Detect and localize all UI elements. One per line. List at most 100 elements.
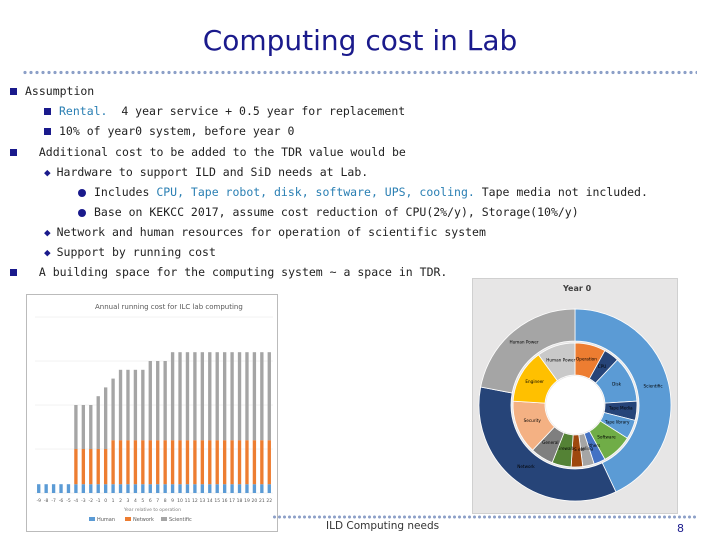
bullet-text: Assumption	[25, 84, 95, 98]
bullet-highlight: Rental.	[59, 104, 108, 118]
bar-segment-network	[148, 440, 152, 485]
bar-segment-human	[96, 484, 100, 493]
bullet-text: Base on KEKCC 2017, assume cost reductio…	[94, 205, 579, 219]
x-tick-label: 15	[214, 498, 220, 504]
bar-segment-scientific	[178, 352, 182, 441]
inner-ring-label: Software	[597, 435, 616, 440]
x-tick-label: 21	[259, 498, 265, 504]
bar-segment-human	[260, 484, 264, 493]
inner-ring-label: Tape Media	[608, 405, 633, 410]
bar-segment-network	[141, 440, 145, 485]
diamond-bullet-icon: ◆	[44, 226, 51, 239]
bullet-kekcc: Base on KEKCC 2017, assume cost reductio…	[78, 203, 579, 221]
legend-swatch	[161, 517, 167, 521]
bar-segment-network	[89, 449, 93, 485]
bar-segment-scientific	[230, 352, 234, 441]
bar-segment-scientific	[222, 352, 227, 441]
footer-divider	[272, 515, 697, 519]
bar-segment-scientific	[208, 352, 212, 441]
bar-segment-network	[126, 440, 130, 485]
bar-segment-human	[208, 484, 212, 493]
bar-chart-figure: Annual running cost for ILC lab computin…	[26, 294, 278, 532]
bullet-includes: Includes CPU, Tape robot, disk, software…	[78, 183, 648, 201]
inner-ring-label: General	[542, 440, 559, 445]
inner-ring-slice	[537, 342, 576, 382]
bar-segment-human	[141, 484, 145, 493]
bar-segment-scientific	[118, 369, 123, 441]
x-tick-label: -3	[81, 498, 86, 504]
x-tick-label: 19	[244, 498, 250, 504]
bullet-hardware: ◆ Hardware to support ILD and SiD needs a…	[44, 163, 368, 182]
bar-segment-scientific	[148, 361, 152, 441]
x-tick-label: 5	[141, 498, 144, 504]
title-divider	[22, 70, 697, 75]
x-tick-label: 18	[237, 498, 243, 504]
outer-ring-slice	[574, 308, 672, 493]
circle-bullet-icon	[78, 188, 86, 197]
bar-segment-scientific	[200, 352, 205, 441]
bar-segment-network	[252, 440, 257, 485]
bar-segment-network	[215, 440, 219, 485]
bar-segment-network	[103, 449, 108, 485]
x-tick-label: -5	[66, 498, 71, 504]
bar-segment-network	[133, 440, 138, 485]
x-tick-label: 10	[177, 498, 183, 504]
x-tick-label: -6	[59, 498, 64, 504]
inner-ring-label: Firewall	[557, 446, 573, 451]
square-bullet-icon	[44, 108, 51, 115]
x-tick-label: 22	[266, 498, 272, 504]
x-tick-label: 4	[134, 498, 137, 504]
bar-segment-scientific	[81, 405, 86, 449]
bar-segment-network	[200, 440, 205, 485]
bar-segment-human	[156, 484, 160, 493]
diamond-bullet-icon: ◆	[44, 246, 51, 259]
bar-segment-human	[163, 484, 167, 493]
inner-ring-label: Operation	[576, 356, 597, 361]
bullet-text: Tape media not included.	[474, 185, 648, 199]
bar-segment-network	[111, 440, 115, 485]
bar-chart-title: Annual running cost for ILC lab computin…	[95, 303, 243, 311]
bar-segment-network	[170, 440, 175, 485]
bar-segment-human	[103, 484, 108, 493]
bar-segment-human	[230, 484, 234, 493]
outer-ring-slice	[480, 308, 576, 394]
bar-segment-network	[230, 440, 234, 485]
legend-label: Network	[133, 517, 154, 523]
bar-segment-human	[178, 484, 182, 493]
bar-segment-scientific	[215, 352, 219, 441]
bar-segment-scientific	[96, 396, 100, 449]
bullet-text: A building space for the computing syste…	[38, 265, 448, 279]
bullet-text: Support by running cost	[56, 245, 216, 259]
bar-segment-scientific	[126, 369, 130, 441]
bullet-text: 10% of year0 system, before year 0	[59, 124, 295, 138]
x-tick-label: 9	[171, 498, 174, 504]
bar-segment-human	[237, 484, 242, 493]
bar-segment-network	[267, 440, 271, 485]
bullet-text: Includes	[94, 185, 157, 199]
inner-ring-label: Others	[586, 443, 600, 448]
x-tick-label: -9	[36, 498, 41, 504]
bar-segment-human	[89, 484, 93, 493]
bar-segment-human	[37, 484, 41, 493]
x-tick-label: 2	[119, 498, 122, 504]
x-tick-label: 3	[127, 498, 130, 504]
inner-ring-label: Tape library	[604, 419, 630, 424]
bar-segment-human	[126, 484, 130, 493]
bar-segment-human	[111, 484, 115, 493]
bar-segment-human	[74, 484, 78, 493]
bar-segment-scientific	[163, 361, 167, 441]
inner-ring-label: Disk	[612, 381, 622, 386]
x-tick-label: 6	[149, 498, 152, 504]
bar-segment-human	[215, 484, 219, 493]
bullet-text: Hardware to support ILD and SiD needs at…	[56, 165, 369, 179]
bar-segment-scientific	[141, 369, 145, 441]
page-number: 8	[677, 522, 684, 535]
bar-segment-human	[81, 484, 86, 493]
x-tick-label: -1	[96, 498, 101, 504]
inner-ring-label: Security	[524, 418, 542, 423]
x-tick-label: 12	[192, 498, 198, 504]
inner-ring-label: Human Power	[546, 357, 575, 362]
bar-segment-scientific	[133, 369, 138, 441]
inner-ring-label: CPU	[598, 364, 607, 369]
